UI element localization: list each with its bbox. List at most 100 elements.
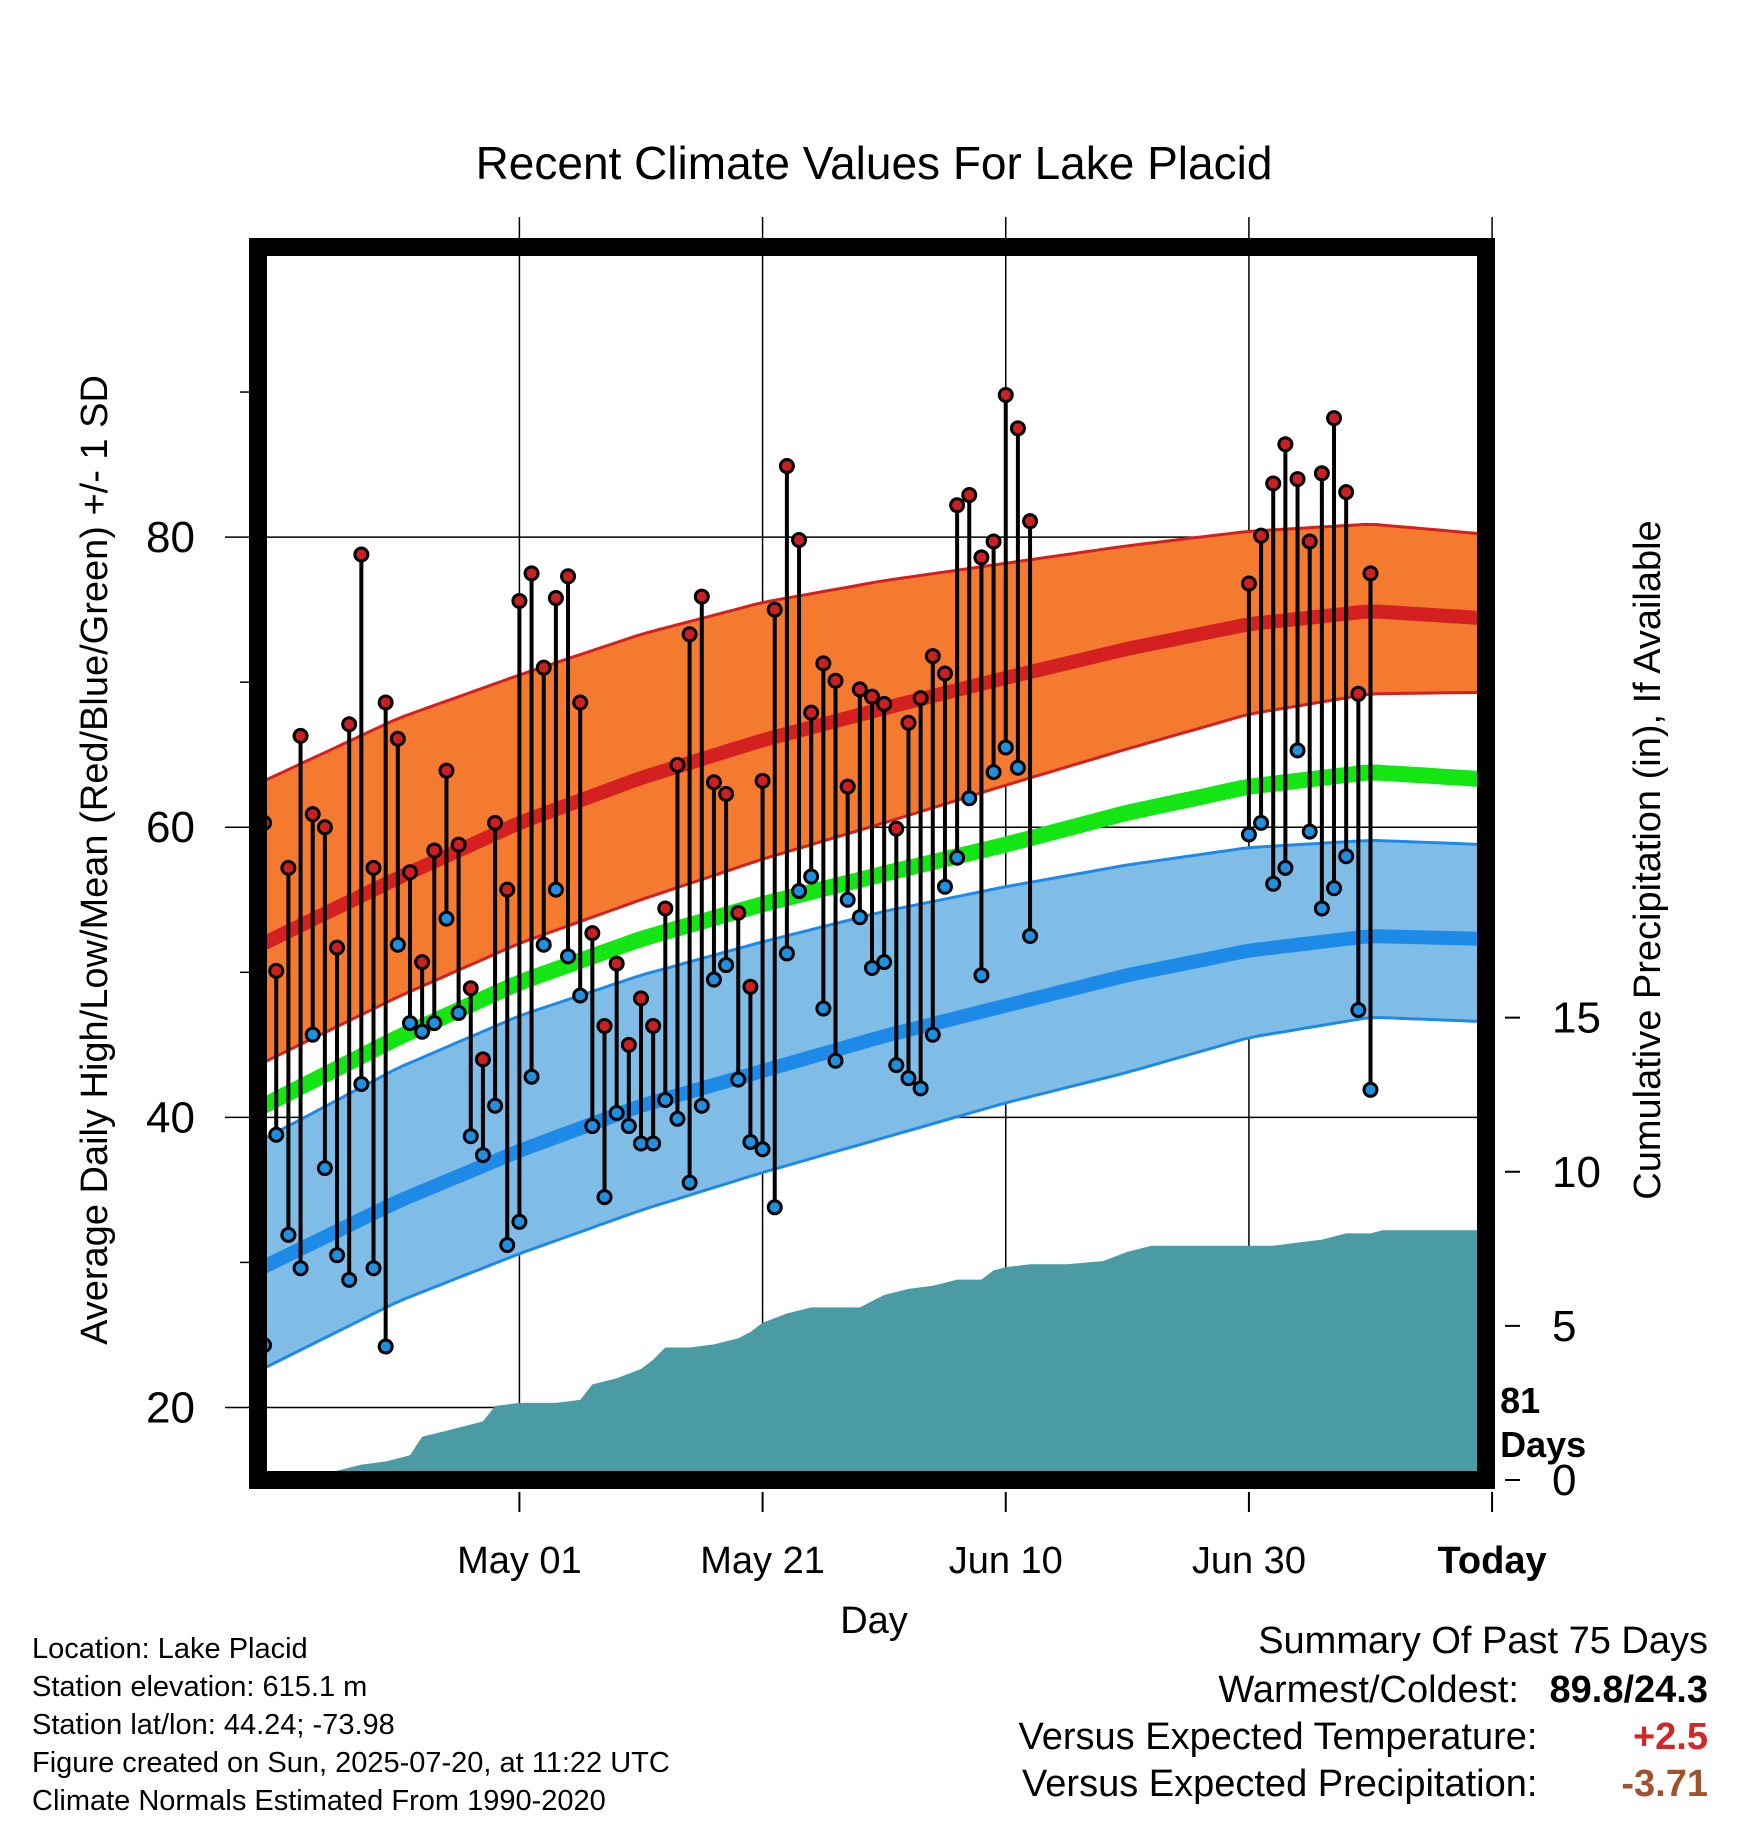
daily-high-point xyxy=(766,601,783,618)
daily-low-point xyxy=(535,936,552,953)
daily-low-point xyxy=(1277,859,1294,876)
temp-anomaly-row: Versus Expected Temperature: +2.5 xyxy=(1019,1716,1708,1759)
daily-low-point xyxy=(645,1135,662,1152)
daily-high-point xyxy=(973,549,990,566)
coldest-value: 24.3 xyxy=(1634,1669,1708,1711)
daily-high-point xyxy=(341,716,358,733)
daily-low-point xyxy=(268,1126,285,1143)
daily-high-point xyxy=(584,925,601,942)
daily-high-point xyxy=(1265,475,1282,492)
daily-high-point xyxy=(620,1036,637,1053)
daily-low-point xyxy=(1326,880,1343,897)
daily-low-point xyxy=(1362,1081,1379,1098)
daily-high-point xyxy=(511,592,528,609)
daily-high-point xyxy=(827,672,844,689)
daily-high-point xyxy=(438,762,455,779)
daily-high-point xyxy=(377,694,394,711)
daily-high-point xyxy=(1240,575,1257,592)
daily-low-point xyxy=(499,1237,516,1254)
warmest-value: 89.8 xyxy=(1549,1669,1624,1711)
y2-tick-label: 10 xyxy=(1552,1148,1601,1197)
daily-high-point xyxy=(547,590,564,607)
daily-low-point xyxy=(985,764,1002,781)
plot-frame xyxy=(249,238,1495,1489)
y-tick-label: 20 xyxy=(146,1383,195,1432)
daily-low-point xyxy=(1240,826,1257,843)
daily-low-point xyxy=(1338,848,1355,865)
today-days-label: Days xyxy=(1500,1424,1586,1465)
daily-low-point xyxy=(949,849,966,866)
low-minus-sd-line xyxy=(257,1015,1487,1373)
daily-low-point xyxy=(353,1075,370,1092)
daily-low-point xyxy=(572,987,589,1004)
daily-low-point xyxy=(973,967,990,984)
daily-high-point xyxy=(572,694,589,711)
daily-low-point xyxy=(304,1026,321,1043)
daily-high-point xyxy=(304,806,321,823)
daily-low-point xyxy=(961,790,978,807)
daily-low-point xyxy=(997,739,1014,756)
precip-anomaly-row: Versus Expected Precipitation: -3.71 xyxy=(1019,1763,1708,1806)
daily-high-point xyxy=(1253,527,1270,544)
daily-high-point xyxy=(474,1051,491,1068)
daily-low-point xyxy=(1253,814,1270,831)
daily-low-point xyxy=(547,881,564,898)
daily-high-point xyxy=(596,1017,613,1034)
daily-high-point xyxy=(888,820,905,837)
daily-high-point xyxy=(608,955,625,972)
daily-low-point xyxy=(718,957,735,974)
y-tick-label: 80 xyxy=(146,513,195,562)
daily-low-point xyxy=(487,1097,504,1114)
daily-low-point xyxy=(316,1160,333,1177)
temp-anomaly-label: Versus Expected Temperature: xyxy=(1018,1716,1538,1758)
daily-low-point xyxy=(681,1174,698,1191)
daily-high-point xyxy=(924,648,941,665)
daily-high-point xyxy=(839,778,856,795)
daily-low-point xyxy=(803,868,820,885)
daily-high-point xyxy=(985,533,1002,550)
daily-high-point xyxy=(1326,410,1343,427)
summary-title: Summary Of Past 75 Days xyxy=(1258,1620,1708,1662)
daily-low-point xyxy=(742,1134,759,1151)
daily-low-point xyxy=(450,1004,467,1021)
daily-low-point xyxy=(864,959,880,976)
daily-low-point xyxy=(414,1023,431,1040)
daily-high-point xyxy=(815,655,832,672)
warmest-coldest-row: Warmest/Coldest: 89.8/24.3 xyxy=(1019,1669,1708,1712)
normals-text: Climate Normals Estimated From 1990-2020 xyxy=(32,1785,606,1817)
normal-low-line xyxy=(254,929,1487,1276)
daily-high-point xyxy=(1362,565,1379,582)
daily-low-point xyxy=(1350,1002,1367,1019)
daily-high-point xyxy=(353,546,370,563)
daily-low-point xyxy=(1265,875,1282,892)
daily-high-point xyxy=(997,386,1014,403)
daily-high-point xyxy=(657,900,674,917)
daily-high-point xyxy=(864,688,880,705)
daily-high-point xyxy=(1022,513,1039,530)
x-tick-label: May 01 xyxy=(457,1540,582,1582)
daily-high-point xyxy=(1277,436,1294,453)
daily-low-point xyxy=(377,1338,394,1355)
daily-high-point xyxy=(523,565,540,582)
location-text: Location: Lake Placid xyxy=(32,1633,308,1665)
daily-high-point xyxy=(1301,533,1318,550)
created-text: Figure created on Sun, 2025-07-20, at 11… xyxy=(32,1747,670,1779)
y-tick-label: 60 xyxy=(146,803,195,852)
y-tick-label: 40 xyxy=(146,1093,195,1142)
daily-high-point xyxy=(389,730,406,747)
daily-high-point xyxy=(705,774,722,791)
station-info: Location: Lake Placid Station elevation:… xyxy=(32,1630,670,1820)
daily-high-point xyxy=(645,1017,662,1034)
daily-high-point xyxy=(450,836,467,853)
low-sd-band xyxy=(258,840,1486,1372)
daily-high-point xyxy=(414,954,431,971)
daily-low-point xyxy=(438,910,455,927)
daily-high-point xyxy=(730,904,747,921)
daily-low-point xyxy=(936,878,953,895)
daily-low-point xyxy=(766,1199,783,1216)
daily-low-point xyxy=(924,1026,941,1043)
daily-high-point xyxy=(316,819,333,836)
daily-low-point xyxy=(730,1071,747,1088)
